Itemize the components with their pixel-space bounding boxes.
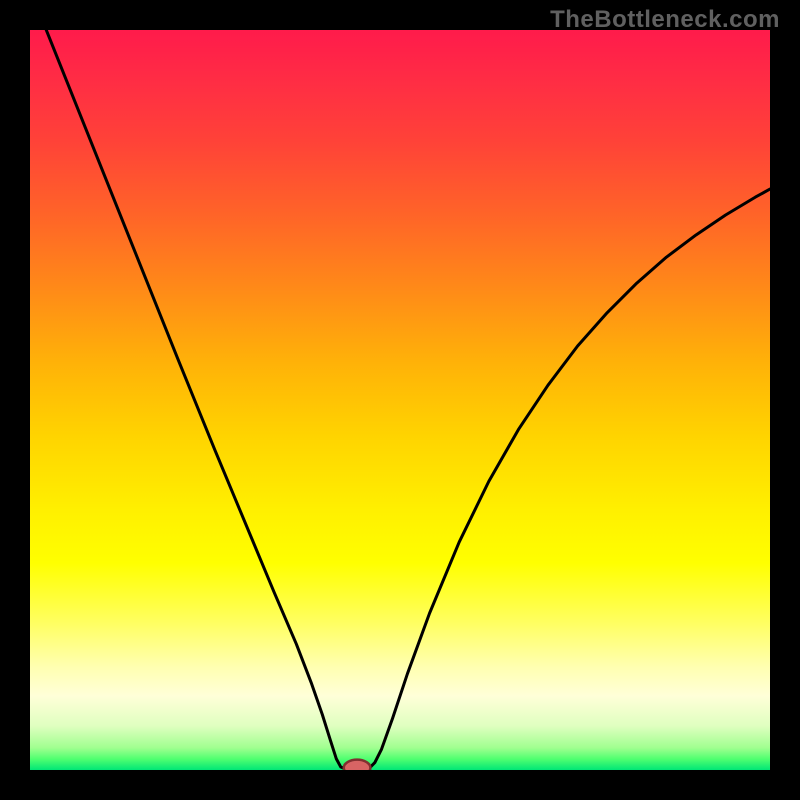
optimal-marker <box>344 760 371 770</box>
chart-plot-area <box>30 30 770 770</box>
chart-background <box>30 30 770 770</box>
watermark: TheBottleneck.com <box>550 6 780 34</box>
chart-svg <box>30 30 770 770</box>
